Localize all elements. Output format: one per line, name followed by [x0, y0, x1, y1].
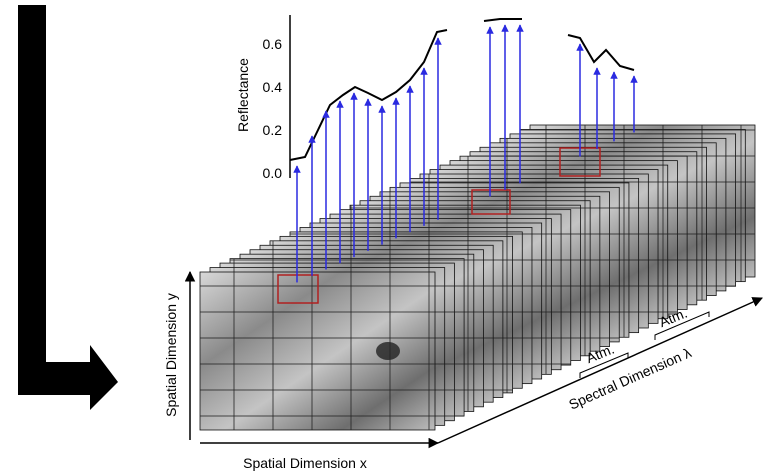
spectrum-curve — [484, 19, 522, 21]
axis-label: Spatial Dimension x — [243, 455, 367, 471]
figure: Reflectance 0.0 0.2 0.4 0.6 Spatial Dime… — [0, 0, 773, 475]
crater — [376, 342, 400, 360]
axis-label: Spatial Dimension y — [163, 293, 179, 417]
tick-label: 0.2 — [263, 122, 283, 138]
tick-label: 0.4 — [263, 79, 283, 95]
spectrum-curve — [568, 35, 634, 70]
tick-label: 0.6 — [263, 36, 283, 52]
tick-label: 0.0 — [263, 165, 283, 181]
image-cube — [200, 125, 755, 430]
flow-arrow — [18, 5, 118, 410]
axis-label: Reflectance — [235, 58, 251, 132]
